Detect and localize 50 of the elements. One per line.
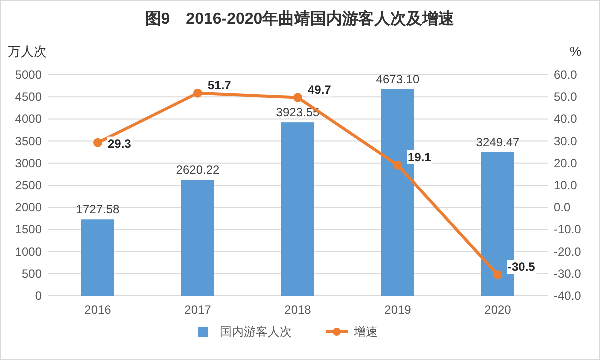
- point: [494, 270, 502, 280]
- data-label: 4673.10: [376, 72, 420, 86]
- y-tick-label: 5000: [15, 68, 42, 82]
- y2-tick-label: -30.0: [554, 266, 582, 281]
- y-tick-label: 2000: [15, 200, 42, 215]
- y2-axis-title: %: [570, 44, 582, 59]
- y2-tick-label: 30.0: [554, 134, 578, 148]
- point: [94, 138, 102, 148]
- data-label: 29.3: [108, 136, 132, 151]
- x-tick-label: 2020: [484, 303, 512, 317]
- y2-tick-label: 60.0: [554, 68, 578, 82]
- bar: [82, 220, 114, 296]
- y-tick-label: 4500: [15, 90, 42, 104]
- legend-label: 增速: [353, 325, 378, 339]
- y2-tick-label: 50.0: [554, 90, 578, 104]
- y-tick-label: 500: [22, 266, 42, 281]
- data-label: 49.7: [308, 82, 332, 97]
- x-tick-label: 2017: [184, 303, 212, 317]
- y-tick-label: 3500: [15, 134, 42, 148]
- point: [394, 160, 402, 170]
- data-label: 3249.47: [476, 135, 520, 150]
- data-label: 19.1: [408, 150, 432, 164]
- y-tick-label: 0: [35, 289, 42, 303]
- x-tick-label: 2019: [384, 303, 412, 317]
- chart-title: 图9 2016-2020年曲靖国内游客人次及增速: [145, 9, 456, 28]
- y-tick-label: 1000: [15, 244, 42, 259]
- y2-tick-label: 0.0: [554, 200, 572, 215]
- bar: [182, 180, 214, 296]
- x-tick-label: 2018: [284, 303, 312, 317]
- y-tick-label: 3000: [15, 156, 42, 170]
- x-tick-label: 2016: [84, 303, 112, 317]
- bar: [282, 122, 314, 296]
- y-axis-title: 万人次: [8, 44, 47, 59]
- data-label: 3923.55: [276, 106, 320, 120]
- y2-tick-label: 10.0: [554, 178, 578, 192]
- data-label: -30.5: [508, 260, 536, 274]
- point: [194, 88, 202, 98]
- y2-tick-label: -10.0: [554, 222, 582, 237]
- y2-tick-label: 20.0: [554, 156, 578, 170]
- point: [294, 93, 302, 102]
- y2-tick-label: 40.0: [554, 112, 578, 126]
- data-label: 51.7: [208, 78, 232, 92]
- y-tick-label: 1500: [15, 222, 42, 237]
- data-label: 1727.58: [76, 202, 120, 217]
- y2-tick-label: -20.0: [554, 244, 582, 259]
- y-tick-label: 2500: [15, 178, 42, 192]
- y-tick-label: 4000: [15, 112, 42, 126]
- legend-label: 国内游客人次: [220, 325, 292, 339]
- data-label: 2620.22: [176, 163, 220, 178]
- y2-tick-label: -40.0: [554, 289, 582, 303]
